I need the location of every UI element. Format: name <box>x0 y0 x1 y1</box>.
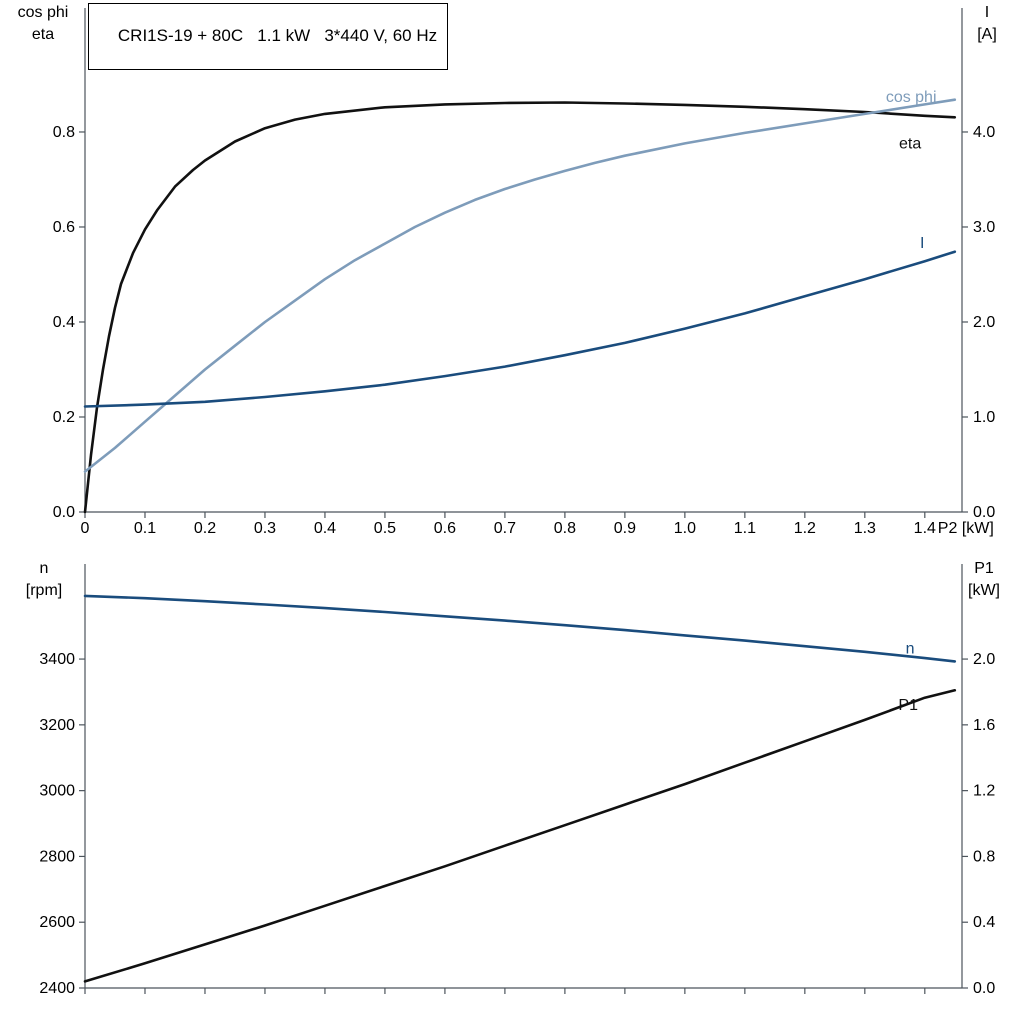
series-label-n: n <box>906 641 915 658</box>
right-axis-tick-label: 1.2 <box>973 783 995 800</box>
left-axis-tick-label: 0.2 <box>53 409 75 426</box>
right-axis-tick-label: 0.0 <box>973 504 995 521</box>
right-axis-title-p1-unit: [kW] <box>968 582 1000 599</box>
right-axis-tick-label: 2.0 <box>973 651 995 668</box>
x-tick-label: 0.5 <box>374 520 396 537</box>
left-axis-title-cos-phi: cos phi <box>17 4 69 21</box>
right-axis-tick-label: 0.0 <box>973 980 995 997</box>
x-tick-label: 0.7 <box>494 520 516 537</box>
x-tick-label: 0 <box>81 520 90 537</box>
top-chart-left-axis-title: cos phi eta <box>4 2 82 46</box>
right-axis-tick-label: 4.0 <box>973 124 995 141</box>
series-cos-phi-curve <box>83 98 957 473</box>
right-axis-title-p1: P1 <box>974 560 994 577</box>
x-tick-label: 0.6 <box>434 520 456 537</box>
series-eta-curve <box>83 101 957 514</box>
left-axis-tick-label: 2400 <box>39 980 75 997</box>
x-tick-label: 0.1 <box>134 520 156 537</box>
x-axis-unit-label: P2 [kW] <box>938 520 994 537</box>
left-axis-tick-label: 2800 <box>39 848 75 865</box>
left-axis-title-speed: n <box>39 560 49 577</box>
right-axis-tick-label: 1.0 <box>973 409 995 426</box>
series-I-curve <box>83 250 957 408</box>
right-axis-title-current-unit: [A] <box>977 26 997 43</box>
x-tick-label: 1.1 <box>734 520 756 537</box>
bottom-chart-right-axis-title: P1 [kW] <box>952 558 1016 602</box>
right-axis-title-current: I <box>984 4 990 21</box>
left-axis-tick-label: 2600 <box>39 914 75 931</box>
left-axis-tick-label: 0.0 <box>53 504 75 521</box>
left-axis-tick-label: 3200 <box>39 717 75 734</box>
chart-title: CRI1S-19 + 80C 1.1 kW 3*440 V, 60 Hz <box>117 26 438 45</box>
series-P1-curve <box>83 688 957 983</box>
left-axis-tick-label: 0.8 <box>53 124 75 141</box>
x-tick-label: 1.4 <box>914 520 936 537</box>
right-axis-tick-label: 0.4 <box>973 914 995 931</box>
left-axis-tick-label: 3000 <box>39 783 75 800</box>
right-axis-tick-label: 1.6 <box>973 717 995 734</box>
series-label-cos-phi: cos phi <box>886 89 937 106</box>
x-tick-label: 0.2 <box>194 520 216 537</box>
x-tick-label: 0.4 <box>314 520 336 537</box>
x-tick-label: 1.0 <box>674 520 696 537</box>
right-axis-tick-label: 2.0 <box>973 314 995 331</box>
left-axis-tick-label: 3400 <box>39 651 75 668</box>
x-tick-label: 1.3 <box>854 520 876 537</box>
bottom-chart-left-axis-title: n [rpm] <box>4 558 84 602</box>
right-axis-tick-label: 3.0 <box>973 219 995 236</box>
series-label-P1: P1 <box>898 697 918 714</box>
series-n-curve <box>83 594 957 663</box>
left-axis-tick-label: 0.6 <box>53 219 75 236</box>
x-tick-label: 1.2 <box>794 520 816 537</box>
series-label-eta: eta <box>899 135 921 152</box>
x-tick-label: 0.9 <box>614 520 636 537</box>
x-tick-label: 0.8 <box>554 520 576 537</box>
right-axis-tick-label: 0.8 <box>973 848 995 865</box>
x-tick-label: 0.3 <box>254 520 276 537</box>
left-axis-title-eta: eta <box>31 26 55 43</box>
series-label-I: I <box>920 235 924 252</box>
left-axis-title-speed-unit: [rpm] <box>25 582 63 599</box>
chart-title-box: CRI1S-19 + 80C 1.1 kW 3*440 V, 60 Hz <box>88 3 449 70</box>
top-chart-right-axis-title: I [A] <box>958 2 1016 46</box>
left-axis-tick-label: 0.4 <box>53 314 75 331</box>
